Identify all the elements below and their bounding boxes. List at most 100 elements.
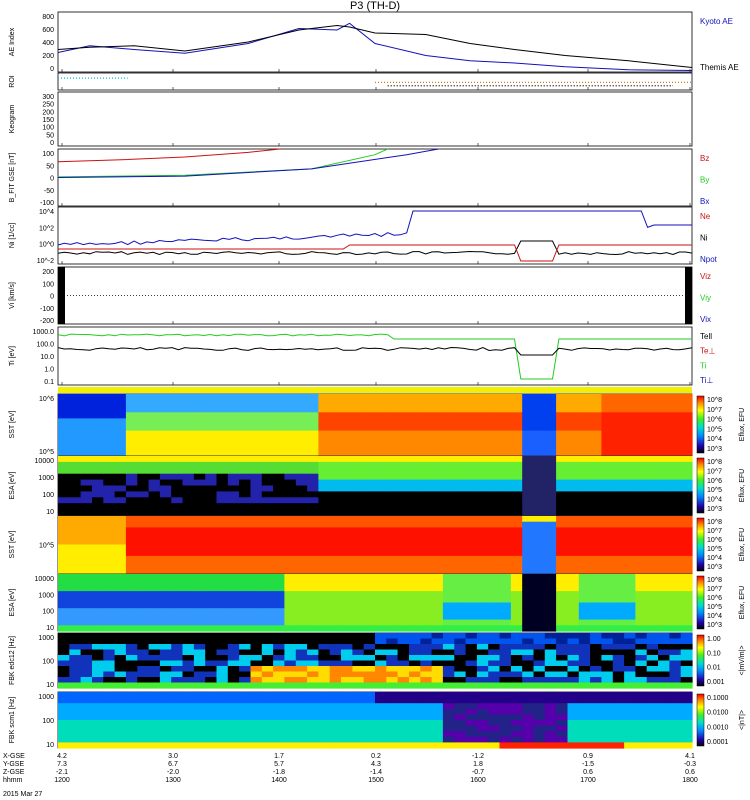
esa_e-cell [69, 503, 82, 510]
esa_i-cell [318, 585, 331, 592]
sst_i-cell [680, 533, 693, 540]
sst_i-cell [658, 516, 670, 523]
sst_i-cell [307, 544, 319, 551]
esa_e-cell [612, 491, 625, 498]
sst_e-cell [307, 412, 319, 419]
sst_i-cell [635, 516, 648, 523]
sst_i-cell [227, 533, 240, 540]
sst_i-cell [386, 533, 399, 540]
sst_e-cell [680, 418, 693, 426]
fbk_edc-cell [556, 682, 568, 689]
esa_e-cell [601, 461, 614, 469]
sst_e-cell [375, 442, 387, 450]
fbk_edc-cell [273, 671, 285, 678]
sst_i-cell [499, 544, 512, 551]
esa_i-cell [341, 608, 353, 615]
fbk_scm-cell [250, 692, 263, 699]
esa_i-cell [182, 574, 195, 581]
sst_e-cell [375, 418, 387, 426]
sst_i-cell [69, 538, 82, 546]
esa_e-cell [624, 503, 636, 510]
sst_e-cell [669, 424, 682, 432]
xaxis-tick-label: 7.3 [57, 761, 67, 768]
sst_e-colorbar-tick: 10^6 [707, 417, 722, 424]
esa_e-cell [454, 479, 467, 487]
esa_i-cell [80, 602, 93, 609]
fbk_scm-cell [510, 714, 523, 721]
esa_i-cell [397, 579, 410, 586]
sst_i-cell [159, 527, 172, 534]
sst_i-cell [601, 550, 614, 557]
fbk_scm-cell [454, 720, 467, 727]
fbk_edc-cell [397, 671, 410, 678]
sst_e-cell [92, 418, 104, 426]
fbk_edc-cell [193, 638, 206, 645]
esa_e-cell [69, 509, 82, 516]
esa_e-cell [375, 473, 387, 481]
roi-frame [57, 72, 693, 91]
esa_e-cell [442, 485, 455, 492]
esa_i-ylabel: ESA [eV] [9, 588, 16, 616]
fbk_edc-cell [669, 633, 682, 640]
fbk_scm-cell [386, 742, 399, 749]
fbk_edc-cell [635, 649, 648, 656]
esa_i-cell [510, 602, 523, 609]
sst_e-cell [556, 430, 568, 438]
fbk_edc-ytick: 100 [42, 659, 54, 666]
sst_i-cell [556, 516, 568, 523]
sst_e-cell [420, 448, 433, 456]
sst_e-cell [171, 424, 184, 432]
fbk_edc-cell [318, 666, 331, 673]
sst_i-cell [114, 521, 127, 528]
fbk_edc-cell [454, 677, 467, 684]
sst_i-cell [137, 561, 150, 568]
esa_i-cell [216, 591, 229, 598]
sst_i-cell [420, 555, 433, 563]
sst_i-cell [658, 555, 670, 563]
esa_i-cell [227, 596, 240, 604]
esa_i-colorbar [696, 575, 705, 630]
fbk_scm-cell [431, 742, 444, 749]
sst_i-cell [216, 521, 229, 528]
esa_i-cell [239, 585, 251, 592]
esa_i-cell [386, 613, 399, 621]
esa_e-cell [58, 485, 70, 492]
esa_i-cell [488, 602, 501, 609]
fbk_edc-cell [488, 677, 501, 684]
fbk_edc-cell [386, 677, 399, 684]
fbk_scm-cell [601, 697, 614, 704]
esa_i-cell [499, 619, 512, 626]
fbk_edc-cell [578, 682, 591, 689]
fbk_scm-cell [193, 692, 206, 699]
sst_e-cell [92, 412, 104, 419]
fbk_scm-cell [488, 714, 501, 721]
sst_i-cell [363, 521, 376, 528]
fbk_scm-cell [431, 736, 444, 743]
esa_e-cell [590, 491, 602, 498]
sst_i-cell [624, 567, 636, 574]
sst_i-cell [92, 555, 104, 563]
sst_e-cell [465, 448, 478, 456]
sst_i-colorbar-tick: 10^3 [707, 564, 722, 571]
sst_e-cell [363, 406, 376, 413]
sst_i-cell [556, 561, 568, 568]
esa_i-cell [227, 602, 240, 609]
sst_e-cell [137, 436, 150, 444]
esa_i-cell [227, 608, 240, 615]
fbk_edc-cell [578, 655, 591, 662]
fbk_scm-cell [635, 697, 648, 704]
fbk_edc-cell [533, 644, 546, 651]
sst_e-cell [103, 394, 116, 401]
esa_e-cell [216, 461, 229, 469]
esa_i-colorbar-tick: 10^7 [707, 586, 722, 593]
esa_e-colorbar-tick: 10^4 [707, 497, 722, 504]
fbk_edc-cell [58, 666, 70, 673]
fbk_scm-cell [386, 703, 399, 710]
esa_e-cell [239, 503, 251, 510]
fbk_edc-cell [533, 671, 546, 678]
fbk_scm-cell [612, 720, 625, 727]
fbk_scm-cell [556, 703, 568, 710]
fbk_scm-cell [442, 731, 455, 738]
fbk_scm-cell [273, 697, 285, 704]
sst_i-cell [137, 521, 150, 528]
